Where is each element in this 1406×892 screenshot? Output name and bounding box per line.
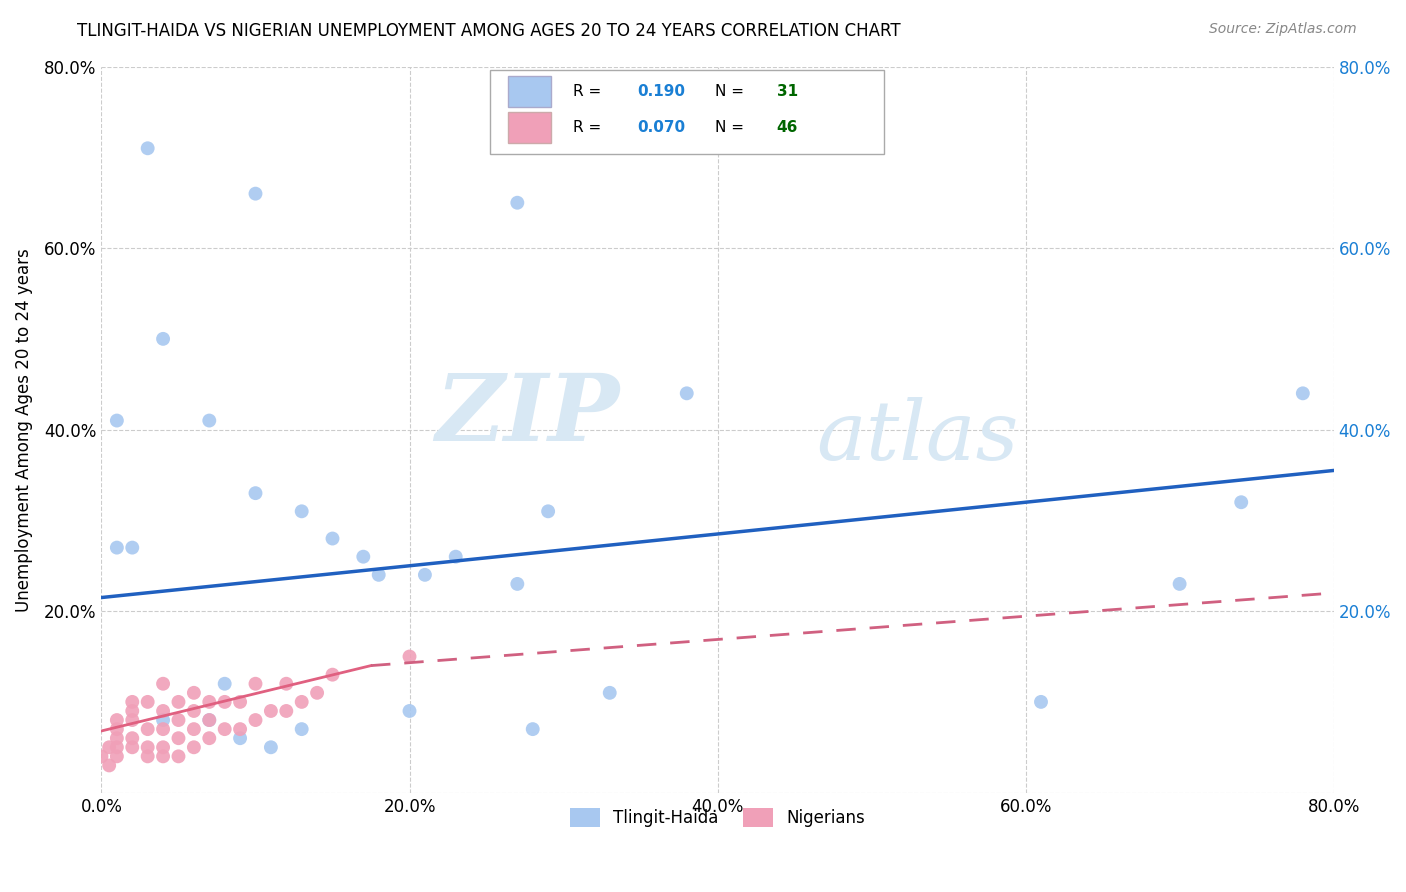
Point: [105, 413, 128, 427]
Point: [321, 667, 343, 681]
Point: [105, 722, 128, 736]
Point: [121, 704, 143, 718]
Point: [136, 695, 159, 709]
Point: [214, 677, 236, 691]
Point: [229, 722, 252, 736]
Point: [506, 577, 529, 591]
Point: [121, 731, 143, 746]
Point: [152, 740, 174, 755]
Point: [214, 722, 236, 736]
Point: [136, 141, 159, 155]
Text: R =: R =: [574, 120, 606, 135]
Text: N =: N =: [716, 120, 749, 135]
Point: [245, 186, 267, 201]
Point: [198, 713, 221, 727]
Point: [537, 504, 560, 518]
Point: [276, 677, 298, 691]
FancyBboxPatch shape: [489, 70, 884, 153]
Point: [675, 386, 697, 401]
Point: [105, 731, 128, 746]
Point: [398, 649, 420, 664]
Point: [444, 549, 467, 564]
Point: [214, 695, 236, 709]
Point: [413, 567, 436, 582]
Point: [167, 749, 190, 764]
Point: [352, 549, 374, 564]
Point: [1230, 495, 1253, 509]
Point: [105, 740, 128, 755]
Point: [183, 704, 205, 718]
Text: 46: 46: [776, 120, 799, 135]
Point: [98, 758, 121, 772]
FancyBboxPatch shape: [508, 112, 551, 143]
Point: [1292, 386, 1315, 401]
Point: [136, 740, 159, 755]
Point: [183, 740, 205, 755]
Point: [183, 722, 205, 736]
Text: ZIP: ZIP: [434, 370, 619, 460]
Text: TLINGIT-HAIDA VS NIGERIAN UNEMPLOYMENT AMONG AGES 20 TO 24 YEARS CORRELATION CHA: TLINGIT-HAIDA VS NIGERIAN UNEMPLOYMENT A…: [77, 22, 901, 40]
Point: [167, 713, 190, 727]
Point: [136, 749, 159, 764]
Point: [105, 749, 128, 764]
Point: [121, 541, 143, 555]
Point: [276, 704, 298, 718]
Point: [398, 704, 420, 718]
Point: [183, 686, 205, 700]
Point: [245, 677, 267, 691]
Point: [198, 695, 221, 709]
Point: [291, 722, 314, 736]
Point: [260, 704, 283, 718]
Point: [321, 532, 343, 546]
Point: [245, 713, 267, 727]
Point: [152, 722, 174, 736]
Point: [229, 695, 252, 709]
Point: [90, 749, 112, 764]
Point: [198, 413, 221, 427]
Text: R =: R =: [574, 84, 606, 99]
Y-axis label: Unemployment Among Ages 20 to 24 years: Unemployment Among Ages 20 to 24 years: [15, 248, 32, 612]
Point: [105, 713, 128, 727]
Point: [98, 740, 121, 755]
Point: [136, 722, 159, 736]
Point: [506, 195, 529, 210]
Point: [245, 486, 267, 500]
Point: [307, 686, 329, 700]
Point: [291, 504, 314, 518]
Point: [599, 686, 621, 700]
Text: 0.070: 0.070: [637, 120, 686, 135]
Text: 0.190: 0.190: [637, 84, 686, 99]
Point: [167, 695, 190, 709]
Text: atlas: atlas: [815, 397, 1018, 477]
Text: Source: ZipAtlas.com: Source: ZipAtlas.com: [1209, 22, 1357, 37]
Point: [121, 740, 143, 755]
Text: 31: 31: [776, 84, 797, 99]
Point: [121, 713, 143, 727]
Point: [152, 704, 174, 718]
Point: [260, 740, 283, 755]
Text: N =: N =: [716, 84, 749, 99]
Point: [167, 731, 190, 746]
FancyBboxPatch shape: [508, 76, 551, 106]
Point: [105, 541, 128, 555]
Point: [152, 713, 174, 727]
Point: [1168, 577, 1191, 591]
Point: [229, 731, 252, 746]
Point: [198, 713, 221, 727]
Point: [121, 695, 143, 709]
Point: [152, 749, 174, 764]
Point: [152, 332, 174, 346]
Point: [198, 731, 221, 746]
Point: [522, 722, 544, 736]
Point: [1029, 695, 1052, 709]
Point: [291, 695, 314, 709]
Point: [367, 567, 389, 582]
Legend: Tlingit-Haida, Nigerians: Tlingit-Haida, Nigerians: [561, 799, 873, 835]
Point: [152, 677, 174, 691]
